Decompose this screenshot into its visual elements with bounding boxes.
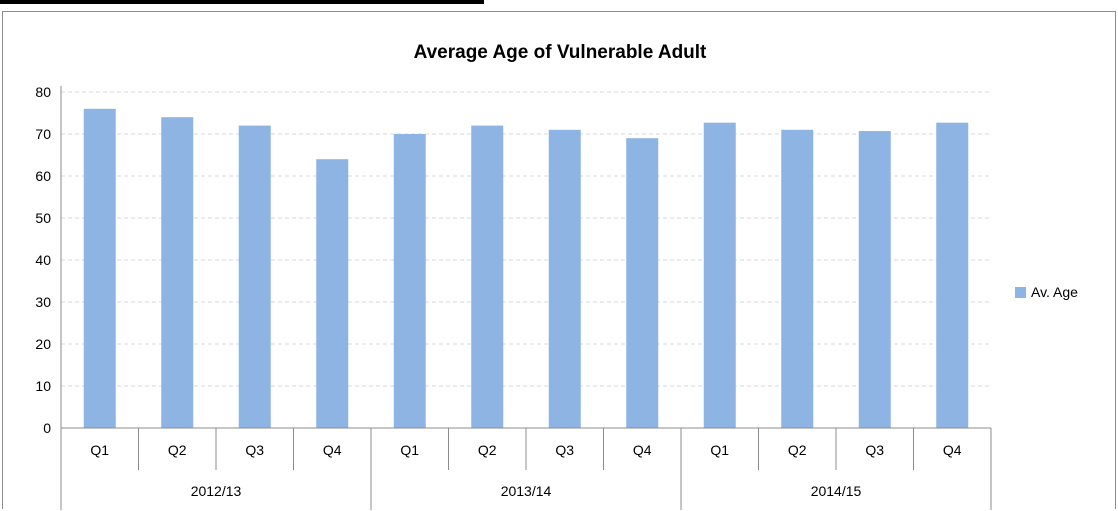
x-tick-label-2014-15-q3: Q3 [865, 442, 884, 458]
chart-svg: Average Age of Vulnerable Adult 0 10 20 30 4… [35, 42, 1078, 510]
bar-2013-14-q4 [626, 138, 659, 428]
x-tick-label-2013-14-q1: Q1 [400, 442, 419, 458]
bar-2014-15-q2 [781, 129, 814, 429]
bar-2012-13-q3 [238, 125, 271, 428]
y-tick-label-60: 60 [35, 168, 51, 184]
gridlines [61, 91, 991, 387]
y-tick-label-80: 80 [35, 84, 51, 100]
bar-2014-15-q4 [936, 122, 969, 428]
x-tick-label-2013-14-q2: Q2 [478, 442, 497, 458]
group-label-2014-15: 2014/15 [811, 483, 862, 499]
x-tick-label-2012-13-q3: Q3 [245, 442, 264, 458]
legend: Av. Age [1015, 284, 1078, 300]
x-tick-label-2012-13-q2: Q2 [168, 442, 187, 458]
bar-2013-14-q3 [548, 129, 581, 429]
y-tick-label-40: 40 [35, 252, 51, 268]
y-tick-label-10: 10 [35, 378, 51, 394]
group-label-2013-14: 2013/14 [501, 483, 552, 499]
legend-label-av-age: Av. Age [1031, 284, 1078, 300]
legend-swatch-av-age [1015, 287, 1026, 298]
x-tick-label-2013-14-q4: Q4 [633, 442, 652, 458]
bars [83, 108, 969, 429]
y-tick-label-50: 50 [35, 210, 51, 226]
group-label-2012-13: 2012/13 [191, 483, 242, 499]
axes: 0 10 20 30 40 50 60 70 80 Q1 Q2 Q3 Q4 Q1 Q2 Q3 Q4 Q1 Q2 Q3 Q… [35, 84, 992, 510]
y-tick-label-0: 0 [43, 420, 51, 436]
x-tick-label-2012-13-q4: Q4 [323, 442, 342, 458]
x-tick-label-2013-14-q3: Q3 [555, 442, 574, 458]
x-tick-label-2012-13-q1: Q1 [90, 442, 109, 458]
x-tick-label-2014-15-q4: Q4 [943, 442, 962, 458]
bar-2013-14-q1 [393, 134, 426, 428]
bar-2012-13-q4 [316, 159, 349, 428]
x-tick-label-2014-15-q2: Q2 [788, 442, 807, 458]
top-rule-decoration [0, 0, 484, 4]
bar-2012-13-q2 [161, 117, 194, 428]
bar-2013-14-q2 [471, 125, 504, 428]
y-tick-label-30: 30 [35, 294, 51, 310]
chart-title: Average Age of Vulnerable Adult [414, 42, 707, 63]
chart-frame: Average Age of Vulnerable Adult 0 10 20 30 4… [2, 11, 1116, 510]
y-tick-label-20: 20 [35, 336, 51, 352]
bar-2014-15-q1 [703, 122, 736, 428]
bar-2014-15-q3 [858, 131, 891, 428]
x-tick-label-2014-15-q1: Q1 [710, 442, 729, 458]
y-tick-label-70: 70 [35, 126, 51, 142]
bar-2012-13-q1 [83, 108, 116, 429]
